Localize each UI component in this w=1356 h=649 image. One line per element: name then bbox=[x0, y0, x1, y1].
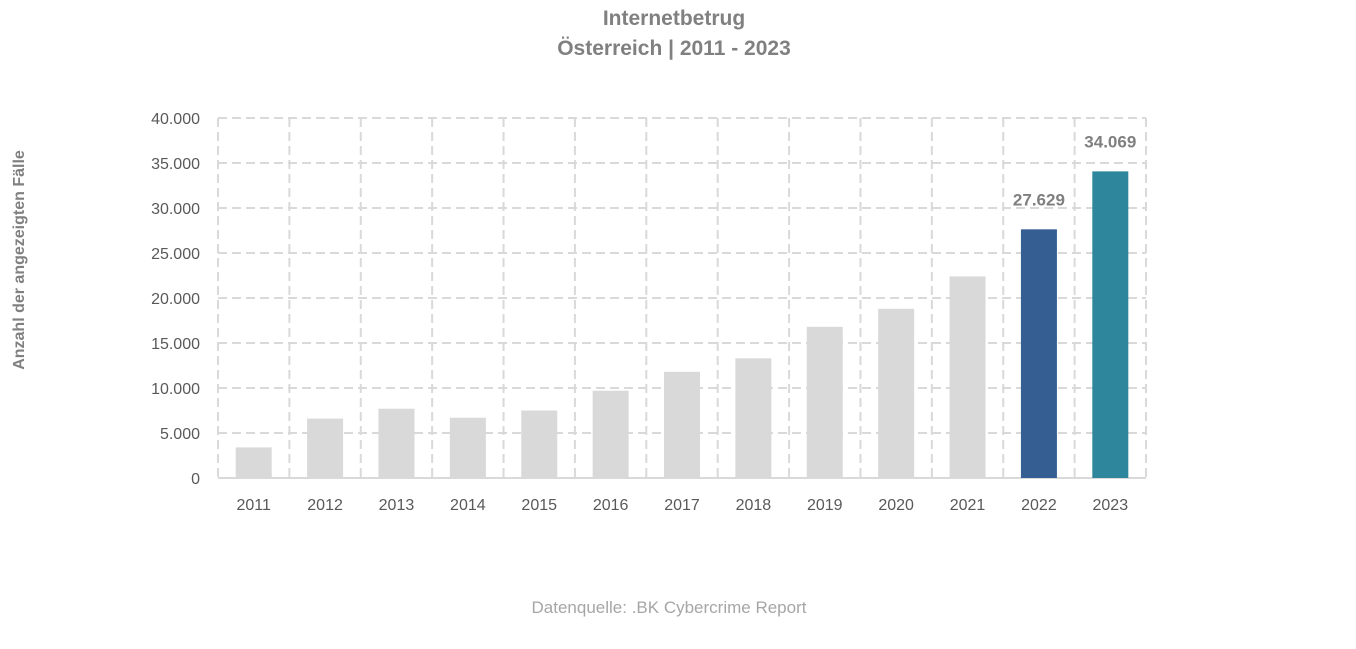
bar-2018 bbox=[735, 358, 772, 478]
y-tick-label: 0 bbox=[191, 471, 200, 488]
x-tick-label: 2016 bbox=[593, 497, 629, 514]
bar-2019 bbox=[806, 326, 843, 478]
data-label-2023: 34.069 bbox=[1084, 132, 1136, 151]
y-tick-label: 30.000 bbox=[151, 201, 200, 218]
data-label-2022: 27.629 bbox=[1013, 190, 1065, 209]
y-tick-label: 25.000 bbox=[151, 246, 200, 263]
x-tick-label: 2012 bbox=[307, 497, 343, 514]
y-tick-label: 40.000 bbox=[151, 111, 200, 128]
bar-2021 bbox=[949, 276, 986, 478]
bar-2023 bbox=[1092, 171, 1129, 478]
y-tick-label: 10.000 bbox=[151, 381, 200, 398]
bar-2013 bbox=[378, 408, 415, 478]
x-tick-label: 2018 bbox=[736, 497, 772, 514]
bar-2016 bbox=[592, 390, 629, 478]
x-tick-label: 2019 bbox=[807, 497, 843, 514]
x-tick-label: 2013 bbox=[379, 497, 415, 514]
y-tick-label: 35.000 bbox=[151, 156, 200, 173]
x-tick-label: 2014 bbox=[450, 497, 486, 514]
x-tick-label: 2022 bbox=[1021, 497, 1057, 514]
y-tick-label: 15.000 bbox=[151, 336, 200, 353]
bar-2015 bbox=[521, 410, 558, 478]
y-tick-label: 5.000 bbox=[160, 426, 200, 443]
bar-2022 bbox=[1020, 229, 1057, 478]
bar-2014 bbox=[449, 417, 486, 478]
y-tick-label: 20.000 bbox=[151, 291, 200, 308]
x-tick-label: 2017 bbox=[664, 497, 700, 514]
x-tick-label: 2011 bbox=[236, 497, 271, 514]
source-note: Datenquelle: .BK Cybercrime Report bbox=[531, 598, 807, 617]
x-tick-label: 2015 bbox=[521, 497, 557, 514]
x-tick-label: 2023 bbox=[1093, 497, 1129, 514]
bar-2017 bbox=[664, 371, 700, 478]
bar-2011 bbox=[235, 447, 272, 478]
x-tick-label: 2021 bbox=[950, 497, 986, 514]
chart-subtitle: Österreich | 2011 - 2023 bbox=[557, 37, 791, 60]
bar-2020 bbox=[878, 308, 915, 478]
chart-title: Internetbetrug bbox=[602, 7, 746, 30]
bar-2012 bbox=[307, 418, 344, 478]
x-tick-label: 2020 bbox=[878, 497, 914, 514]
